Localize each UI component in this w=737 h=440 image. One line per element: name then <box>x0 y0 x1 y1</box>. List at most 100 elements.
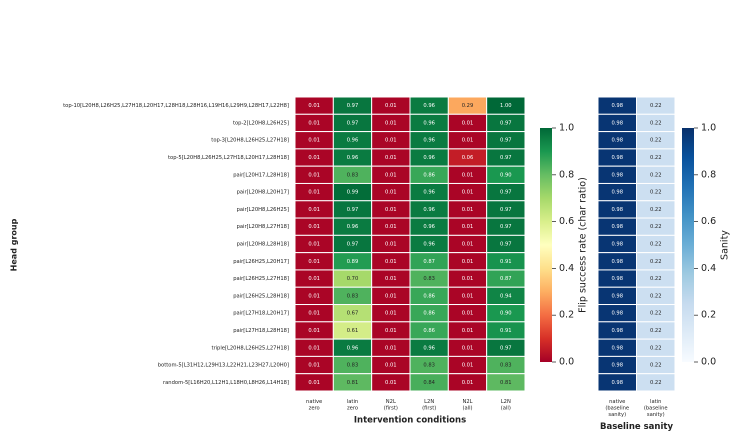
cell-label: 0.01 <box>462 190 474 196</box>
cell-label: 0.96 <box>347 224 359 230</box>
cell-label: 0.01 <box>385 345 397 351</box>
row-label: pair[L20H8,L27H18] <box>237 224 289 230</box>
cell-label: 0.98 <box>611 276 623 282</box>
cell-label: 0.01 <box>385 155 397 161</box>
colorbar-tick-label: 1.0 <box>701 123 716 134</box>
cell-label: 0.91 <box>500 328 512 334</box>
cell-label: 0.96 <box>423 120 435 126</box>
cell-label: 0.01 <box>308 103 320 109</box>
row-label: pair[L20H8,L20H17] <box>237 190 289 196</box>
cell-label: 0.01 <box>385 190 397 196</box>
cell-label: 0.94 <box>500 293 512 299</box>
cell-label: 0.83 <box>500 363 512 369</box>
row-label: random-5[L16H20,L12H1,L18H0,L8H26,L14H18… <box>163 380 289 386</box>
colorbar-tick-label: 0.2 <box>701 310 716 321</box>
cell-label: 0.01 <box>308 242 320 248</box>
cell-label: 0.83 <box>347 363 359 369</box>
cell-label: 0.01 <box>385 293 397 299</box>
cell-label: 0.01 <box>308 328 320 334</box>
cell-label: 0.96 <box>423 345 435 351</box>
column-label: N2L (first) <box>384 399 398 412</box>
cell-label: 0.01 <box>385 363 397 369</box>
cell-label: 0.22 <box>650 345 662 351</box>
column-label: L2N (all) <box>501 399 511 412</box>
cell-label: 0.96 <box>423 242 435 248</box>
cell-label: 0.01 <box>308 120 320 126</box>
row-label: pair[L20H17,L28H18] <box>233 172 289 178</box>
cell-label: 0.22 <box>650 103 662 109</box>
row-label: pair[L26H25,L27H18] <box>233 276 289 282</box>
cell-label: 0.01 <box>385 103 397 109</box>
row-label: top-2[L20H8,L26H25] <box>233 120 289 126</box>
y-axis-title: Head group <box>10 218 19 271</box>
cell-label: 0.01 <box>462 328 474 334</box>
cell-label: 0.97 <box>500 138 512 144</box>
cell-label: 0.96 <box>423 190 435 196</box>
row-label: pair[L20H8,L26H25] <box>237 207 289 213</box>
cell-label: 0.98 <box>611 224 623 230</box>
cell-label: 0.67 <box>347 311 359 317</box>
cell-label: 0.01 <box>462 311 474 317</box>
cell-label: 0.87 <box>423 259 435 265</box>
cell-label: 0.97 <box>500 345 512 351</box>
cell-label: 0.96 <box>347 345 359 351</box>
cell-label: 0.01 <box>462 172 474 178</box>
cell-label: 0.22 <box>650 380 662 386</box>
cell-label: 0.96 <box>423 138 435 144</box>
cell-label: 0.01 <box>385 224 397 230</box>
cell-label: 0.01 <box>308 172 320 178</box>
cell-label: 0.99 <box>347 190 359 196</box>
colorbar-tick-label: 0.8 <box>559 169 574 180</box>
colorbar-tick-label: 0.8 <box>701 169 716 180</box>
cell-label: 0.98 <box>611 328 623 334</box>
cell-label: 0.83 <box>347 172 359 178</box>
cell-label: 0.22 <box>650 363 662 369</box>
colorbar-tick-label: 0.0 <box>559 357 574 368</box>
cell-label: 0.01 <box>308 293 320 299</box>
cell-label: 0.90 <box>500 172 512 178</box>
cell-label: 0.98 <box>611 138 623 144</box>
cell-label: 0.01 <box>308 276 320 282</box>
cell-label: 0.61 <box>347 328 359 334</box>
cell-label: 0.91 <box>500 259 512 265</box>
cell-label: 0.01 <box>385 242 397 248</box>
cell-label: 0.22 <box>650 224 662 230</box>
column-label: native zero <box>306 399 322 412</box>
colorbar-tick-label: 0.4 <box>701 263 716 274</box>
cell-label: 0.98 <box>611 293 623 299</box>
cell-label: 0.98 <box>611 380 623 386</box>
colorbar-tick-label: 0.6 <box>701 216 716 227</box>
cell-label: 0.22 <box>650 155 662 161</box>
cell-label: 0.70 <box>347 276 359 282</box>
colorbar-tick-label: 0.0 <box>701 357 716 368</box>
cell-label: 0.01 <box>308 363 320 369</box>
cell-label: 0.97 <box>347 242 359 248</box>
colorbar-label: Flip success rate (char ratio) <box>578 177 589 313</box>
cell-label: 0.98 <box>611 242 623 248</box>
cell-label: 0.22 <box>650 242 662 248</box>
cell-label: 0.01 <box>462 120 474 126</box>
cell-label: 0.98 <box>611 207 623 213</box>
row-label: pair[L26H25,L28H18] <box>233 293 289 299</box>
cell-label: 0.98 <box>611 103 623 109</box>
cell-label: 0.22 <box>650 259 662 265</box>
cell-label: 0.86 <box>423 293 435 299</box>
cell-label: 0.97 <box>500 155 512 161</box>
cell-label: 0.89 <box>347 259 359 265</box>
cell-label: 0.01 <box>308 345 320 351</box>
row-label: top-10[L20H8,L26H25,L27H18,L20H17,L28H18… <box>63 103 289 109</box>
cell-label: 0.29 <box>462 103 474 109</box>
cell-label: 0.22 <box>650 172 662 178</box>
cell-label: 0.81 <box>347 380 359 386</box>
column-label: L2N (first) <box>422 399 436 412</box>
cell-label: 0.22 <box>650 120 662 126</box>
colorbar-tick-label: 0.4 <box>559 263 574 274</box>
row-label: top-3[L20H8,L26H25,L27H18] <box>211 138 289 144</box>
cell-label: 0.22 <box>650 207 662 213</box>
x-axis-title: Intervention conditions <box>354 416 466 426</box>
cell-label: 0.98 <box>611 345 623 351</box>
cell-label: 0.01 <box>308 207 320 213</box>
cell-label: 0.01 <box>462 380 474 386</box>
cell-label: 0.22 <box>650 328 662 334</box>
